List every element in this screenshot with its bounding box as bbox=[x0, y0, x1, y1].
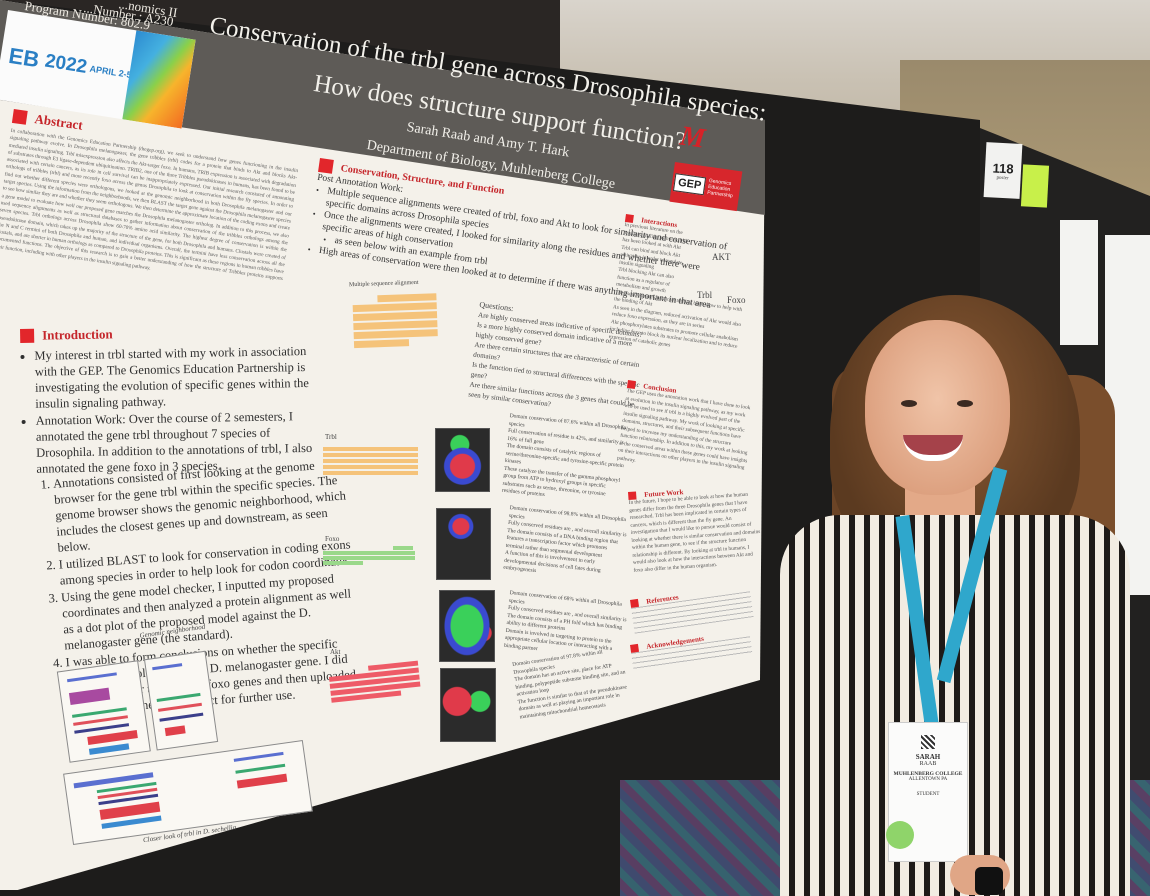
section-marker-icon bbox=[630, 598, 640, 608]
msa-bars bbox=[352, 293, 438, 349]
section-marker-icon bbox=[630, 643, 640, 653]
presenter: SARAH RAAB MUHLENBERG COLLEGE ALLENTOWN … bbox=[770, 285, 1140, 896]
badge-role: STUDENT bbox=[916, 792, 940, 797]
name-badge: SARAH RAAB MUHLENBERG COLLEGE ALLENTOWN … bbox=[886, 722, 968, 862]
muhlenberg-logo: M bbox=[678, 120, 708, 155]
interactions-section: Interactions In previous literature on t… bbox=[608, 214, 755, 359]
badge-sticker-icon bbox=[886, 821, 914, 849]
wristwatch bbox=[975, 867, 1003, 895]
genomic-neighborhood-figure: Genomic neighborhood bbox=[45, 610, 322, 853]
genome-browser-panel bbox=[143, 650, 219, 751]
eye bbox=[957, 400, 973, 407]
qr-code-icon bbox=[921, 735, 935, 749]
eb-logo: EB bbox=[6, 42, 42, 73]
gene-label-foxo: Foxo bbox=[325, 535, 340, 543]
diagram-akt: AKT bbox=[712, 252, 731, 262]
badge-first-name: SARAH bbox=[915, 753, 941, 761]
msa-figure: Multiple sequence alignment bbox=[324, 278, 446, 351]
diagram-trbl: Trbl bbox=[697, 290, 713, 300]
foxo-alignment bbox=[323, 545, 415, 566]
gene-label-akt: Akt bbox=[330, 648, 341, 656]
board-number-card: 118 poster bbox=[983, 142, 1023, 199]
adjacent-paper-sheet bbox=[1060, 220, 1098, 345]
badge-last-name: RAAB bbox=[919, 761, 937, 767]
foxo-notes: Domain conservation of 98.8% within all … bbox=[503, 505, 627, 575]
future-work-section: Future Work In the future, I hope to be … bbox=[628, 483, 763, 575]
intro-bullet: My interest in trbl started with my work… bbox=[34, 343, 330, 412]
conference-year: 2022 bbox=[43, 50, 89, 78]
badge-location: ALLENTOWN PA bbox=[908, 777, 948, 782]
genome-browser-panel bbox=[56, 660, 151, 763]
trbl-structure-image bbox=[435, 428, 490, 492]
akt-ph-structure-image bbox=[439, 590, 495, 662]
trbl-notes: Domain conservation of 87.6% within all … bbox=[501, 413, 627, 499]
gene-label-trbl: Trbl bbox=[325, 433, 337, 441]
section-marker-icon bbox=[20, 328, 35, 343]
research-poster: ...nomics II ...Number : A230 Program Nu… bbox=[0, 0, 780, 890]
section-marker-icon bbox=[11, 108, 28, 125]
conclusion-section: Conclusion The GEP uses the annotation w… bbox=[616, 380, 756, 480]
akt-kinase-structure-image bbox=[440, 668, 496, 742]
foxo-structure-image bbox=[436, 508, 491, 580]
smile bbox=[903, 435, 963, 461]
conference-dates: APRIL 2-5 bbox=[88, 63, 133, 81]
sticky-note bbox=[1020, 164, 1050, 208]
eye bbox=[901, 400, 917, 407]
future-work-text: In the future, I hope to be able to look… bbox=[628, 491, 761, 574]
diagram-foxo: Foxo bbox=[727, 295, 746, 305]
trbl-alignment bbox=[323, 445, 418, 477]
face bbox=[865, 320, 1010, 495]
introduction-heading: Introduction bbox=[41, 326, 113, 343]
introduction-list: My interest in trbl started with my work… bbox=[20, 343, 331, 477]
badge-organization: MUHLENBERG COLLEGE bbox=[893, 771, 963, 777]
